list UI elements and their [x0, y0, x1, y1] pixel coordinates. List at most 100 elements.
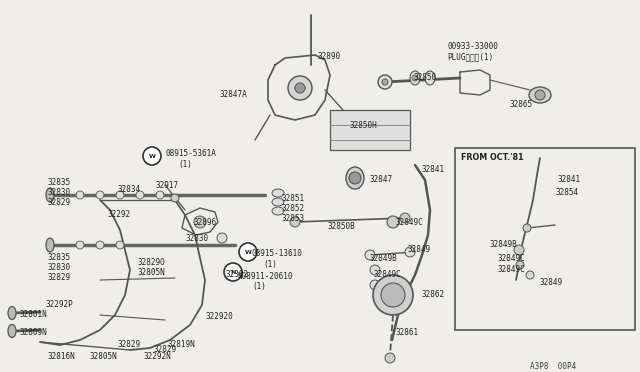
Text: 32853: 32853: [282, 214, 305, 223]
Circle shape: [224, 263, 242, 281]
Text: 32841: 32841: [558, 175, 581, 184]
Text: 32829: 32829: [118, 340, 141, 349]
Text: 32849B: 32849B: [370, 254, 397, 263]
Text: 32849C: 32849C: [497, 265, 525, 274]
Text: A3P8  00P4: A3P8 00P4: [530, 362, 576, 371]
Ellipse shape: [8, 307, 16, 320]
Text: 00933-33000: 00933-33000: [447, 42, 498, 51]
Text: 32805N: 32805N: [90, 352, 118, 361]
Circle shape: [76, 191, 84, 199]
Circle shape: [385, 353, 395, 363]
Circle shape: [370, 265, 380, 275]
Circle shape: [405, 247, 415, 257]
Circle shape: [295, 83, 305, 93]
Ellipse shape: [46, 188, 54, 202]
Text: (1): (1): [178, 160, 192, 169]
Ellipse shape: [272, 189, 284, 197]
Circle shape: [400, 213, 410, 223]
Circle shape: [288, 76, 312, 100]
Text: 32830: 32830: [48, 188, 71, 197]
Text: 32829: 32829: [48, 198, 71, 207]
Text: 32849C: 32849C: [373, 270, 401, 279]
Circle shape: [523, 224, 531, 232]
Text: 32829: 32829: [48, 273, 71, 282]
Circle shape: [143, 147, 161, 165]
Text: 32862: 32862: [422, 290, 445, 299]
Text: 32849: 32849: [408, 245, 431, 254]
Text: 32816N: 32816N: [47, 352, 75, 361]
Text: 32829O: 32829O: [138, 258, 166, 267]
Text: 322920: 322920: [205, 312, 233, 321]
Text: 32917: 32917: [155, 181, 178, 190]
Text: 32861: 32861: [395, 328, 418, 337]
Circle shape: [526, 271, 534, 279]
Text: 32835: 32835: [48, 253, 71, 262]
Text: 32292N: 32292N: [143, 352, 171, 361]
Circle shape: [96, 191, 104, 199]
Circle shape: [171, 194, 179, 202]
Text: 32835: 32835: [48, 178, 71, 187]
Text: 32382: 32382: [225, 270, 248, 279]
Ellipse shape: [425, 71, 435, 85]
Bar: [455, 148, 635, 330]
Ellipse shape: [529, 87, 551, 103]
Text: 32819N: 32819N: [167, 340, 195, 349]
Text: 32852: 32852: [282, 204, 305, 213]
Circle shape: [116, 241, 124, 249]
Text: 32854: 32854: [556, 188, 579, 197]
Circle shape: [290, 217, 300, 227]
Text: 32801N: 32801N: [20, 310, 48, 319]
Circle shape: [535, 90, 545, 100]
Circle shape: [516, 261, 524, 269]
Circle shape: [387, 216, 399, 228]
Text: PLUGプラグ(1): PLUGプラグ(1): [447, 52, 493, 61]
Text: N08911-20610: N08911-20610: [238, 272, 294, 281]
Circle shape: [349, 172, 361, 184]
Text: 32865: 32865: [510, 100, 533, 109]
Text: 32850H: 32850H: [350, 121, 378, 130]
Circle shape: [136, 191, 144, 199]
Text: 32849: 32849: [540, 278, 563, 287]
Circle shape: [96, 241, 104, 249]
Text: FROM OCT.'81: FROM OCT.'81: [461, 153, 524, 162]
Text: (1): (1): [263, 260, 277, 269]
Text: 32841: 32841: [422, 165, 445, 174]
Ellipse shape: [346, 167, 364, 189]
Circle shape: [217, 233, 227, 243]
Text: W: W: [148, 154, 156, 158]
Text: 32847: 32847: [370, 175, 393, 184]
Text: 32830: 32830: [48, 263, 71, 272]
Ellipse shape: [410, 71, 420, 85]
Circle shape: [378, 75, 392, 89]
Circle shape: [382, 79, 388, 85]
Text: 32849B: 32849B: [490, 240, 518, 249]
Ellipse shape: [272, 207, 284, 215]
Text: 32829: 32829: [153, 345, 176, 354]
Text: 32834: 32834: [117, 185, 140, 194]
Text: 32809N: 32809N: [20, 328, 48, 337]
Text: 32805N: 32805N: [138, 268, 166, 277]
Circle shape: [76, 241, 84, 249]
Text: 32850: 32850: [413, 73, 436, 82]
Circle shape: [412, 75, 418, 81]
Text: 32292: 32292: [107, 210, 130, 219]
Circle shape: [514, 245, 524, 255]
Text: W: W: [244, 250, 252, 254]
Ellipse shape: [46, 238, 54, 252]
Text: 32849C: 32849C: [497, 254, 525, 263]
Text: N: N: [230, 269, 236, 275]
Circle shape: [156, 191, 164, 199]
Text: (1): (1): [252, 282, 266, 291]
Ellipse shape: [272, 198, 284, 206]
Text: 32851: 32851: [282, 194, 305, 203]
Text: 32896: 32896: [193, 218, 216, 227]
Text: 32292P: 32292P: [45, 300, 73, 309]
Text: 32849C: 32849C: [395, 218, 423, 227]
Bar: [330, 110, 410, 150]
Circle shape: [116, 191, 124, 199]
Circle shape: [365, 250, 375, 260]
Circle shape: [370, 280, 380, 290]
Text: 08915-13610: 08915-13610: [252, 249, 303, 258]
Text: 32850B: 32850B: [327, 222, 355, 231]
Text: 08915-5361A: 08915-5361A: [165, 149, 216, 158]
